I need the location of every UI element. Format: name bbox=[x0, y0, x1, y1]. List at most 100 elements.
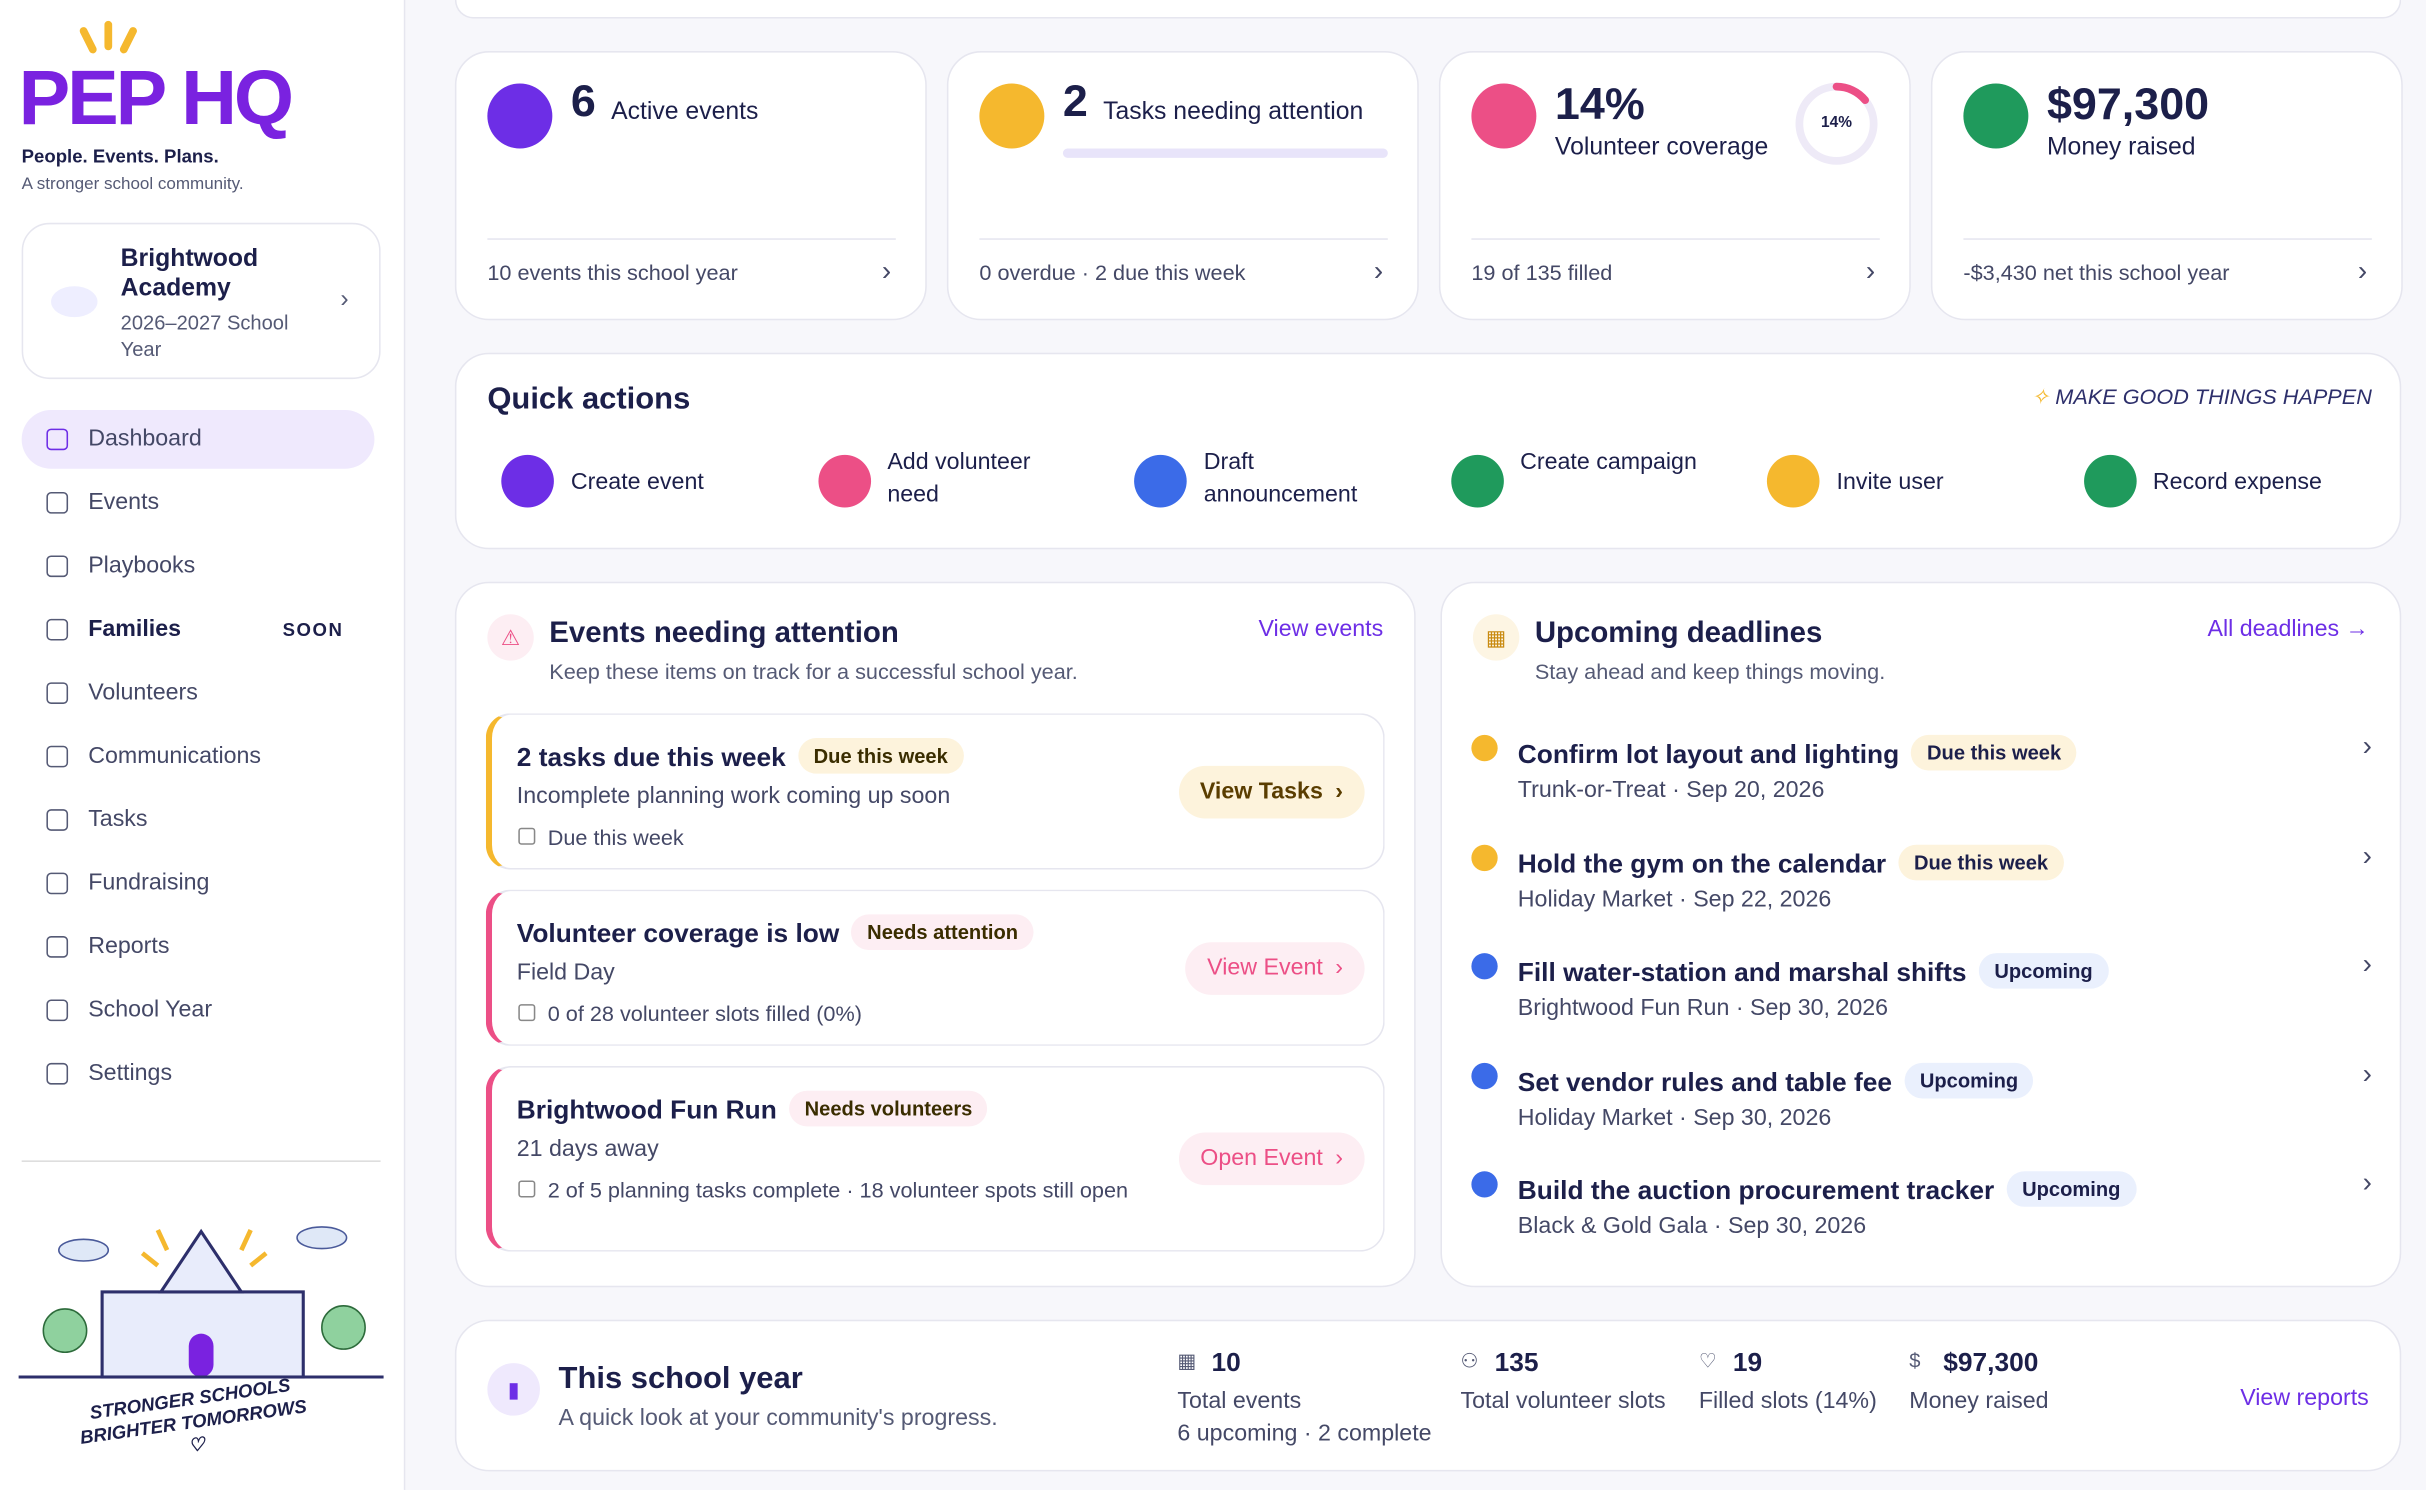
nav-item[interactable]: Dashboard bbox=[21, 410, 375, 469]
nav-item[interactable]: Families SOON bbox=[22, 600, 375, 659]
quick-action[interactable]: Draft announcement bbox=[1134, 449, 1428, 515]
quick-action[interactable]: Create campaign bbox=[1450, 449, 1744, 515]
stat-value: $97,300 bbox=[2046, 80, 2210, 130]
deadline-item[interactable]: Fill water-station and marshal shifts Upc… bbox=[1471, 948, 2372, 1041]
nav-icon bbox=[46, 809, 69, 831]
nav-label: Families bbox=[88, 615, 182, 643]
subtitle: A stronger school community. bbox=[21, 174, 244, 194]
divider bbox=[1471, 238, 1880, 240]
deadline-badge: Upcoming bbox=[2006, 1171, 2136, 1207]
quick-action[interactable]: Record expense bbox=[2083, 453, 2377, 515]
action-label[interactable]: Create campaign bbox=[1520, 448, 1697, 475]
deadline-item[interactable]: Hold the gym on the calendar Due this wee… bbox=[1471, 839, 2372, 932]
deadline-item[interactable]: Confirm lot layout and lighting Due this … bbox=[1471, 730, 2372, 823]
action-icon[interactable] bbox=[1766, 454, 1820, 508]
button-chevron[interactable]: › bbox=[1335, 953, 1343, 981]
nav-label: Tasks bbox=[88, 806, 148, 833]
nav-item[interactable]: Events bbox=[22, 473, 375, 532]
action-label[interactable]: Record expense bbox=[2152, 468, 2322, 496]
chevron: › bbox=[340, 286, 349, 313]
deadline-badge: Upcoming bbox=[1904, 1062, 2034, 1098]
deadline-title: Confirm lot layout and lighting Due this … bbox=[1518, 734, 2077, 771]
deadline-title: Fill water-station and marshal shifts Upc… bbox=[1518, 953, 2109, 989]
ring-arc bbox=[1795, 82, 1878, 165]
nav-badge: SOON bbox=[282, 618, 344, 641]
chevron: › bbox=[2362, 1166, 2372, 1198]
item-badge: Due this week bbox=[798, 738, 964, 774]
nav-item[interactable]: Tasks bbox=[22, 791, 375, 850]
tagline: People. Events. Plans. bbox=[21, 145, 219, 168]
view-reports-link[interactable]: View reports bbox=[2240, 1384, 2369, 1412]
stat-card: 2 Tasks needing attention 0 overdue · 2 du… bbox=[946, 51, 1419, 321]
nav-item[interactable]: Communications bbox=[22, 727, 375, 786]
deadline-item[interactable]: Set vendor rules and table fee Upcoming Ho… bbox=[1471, 1058, 2372, 1151]
status-dot bbox=[1471, 734, 1498, 762]
deadline-item[interactable]: Build the auction procurement tracker Upc… bbox=[1471, 1166, 2372, 1260]
attention-card: ⚠ Events needing attention Keep these it… bbox=[454, 581, 1416, 1288]
status-dot bbox=[1471, 1062, 1498, 1089]
item-button[interactable]: View Tasks › bbox=[1178, 765, 1365, 818]
nav-item[interactable]: Playbooks bbox=[22, 537, 375, 596]
button-chevron[interactable]: › bbox=[1335, 777, 1343, 804]
action-label[interactable]: Invite user bbox=[1836, 468, 1944, 496]
year-stat-value: 135 bbox=[1494, 1347, 1539, 1378]
action-icon[interactable] bbox=[501, 454, 554, 508]
action-icon[interactable] bbox=[2083, 454, 2136, 508]
nav-item[interactable]: Fundraising bbox=[22, 854, 375, 913]
chevron: › bbox=[2357, 255, 2368, 287]
stat-label: Active events bbox=[611, 99, 759, 126]
nav-label: Playbooks bbox=[88, 552, 196, 579]
item-button[interactable]: Open Event › bbox=[1178, 1132, 1365, 1186]
stat-icon bbox=[979, 83, 1045, 149]
nav-icon bbox=[46, 936, 69, 958]
nav-icon bbox=[46, 428, 69, 451]
nav-item[interactable]: Volunteers bbox=[22, 664, 375, 723]
button-chevron[interactable]: › bbox=[1335, 1144, 1343, 1172]
all-deadlines-link[interactable]: All deadlines → bbox=[2207, 615, 2369, 643]
section-subtitle: Keep these items on track for a successf… bbox=[549, 659, 1078, 684]
item-desc: 21 days away bbox=[516, 1135, 659, 1162]
item-desc: Incomplete planning work coming up soon bbox=[516, 782, 951, 810]
view-events-link[interactable]: View events bbox=[1258, 615, 1384, 643]
quick-action[interactable]: Add volunteer need bbox=[817, 449, 1112, 515]
stat-icon: ⚇ bbox=[1460, 1349, 1479, 1373]
nav-icon bbox=[46, 682, 69, 704]
meta-icon bbox=[518, 1180, 536, 1198]
quick-action[interactable]: Create event bbox=[501, 453, 795, 515]
nav-item[interactable]: Settings bbox=[22, 1044, 375, 1103]
action-icon[interactable] bbox=[817, 454, 871, 508]
stat-footer: 10 events this school year bbox=[487, 259, 738, 285]
status-dot bbox=[1471, 953, 1498, 980]
warning-icon: ⚠ bbox=[487, 614, 534, 661]
item-button[interactable]: View Event › bbox=[1185, 941, 1365, 995]
chevron: › bbox=[2362, 948, 2372, 980]
button-label[interactable]: View Tasks bbox=[1199, 777, 1323, 804]
nav-item[interactable]: Reports bbox=[22, 917, 375, 976]
nav-label: Communications bbox=[88, 742, 262, 769]
quick-action[interactable]: Invite user bbox=[1766, 453, 2061, 515]
ring-label: 14% bbox=[1821, 114, 1852, 132]
school-switcher[interactable]: Brightwood Academy 2026–2027 School Year… bbox=[21, 222, 381, 380]
nav-label: Dashboard bbox=[88, 425, 202, 452]
action-icon[interactable] bbox=[1134, 454, 1187, 508]
stat-card: 14% Volunteer coverage 14% 19 of 135 filled… bbox=[1438, 51, 1911, 321]
button-label[interactable]: Open Event bbox=[1200, 1144, 1323, 1172]
year-stat-label: Total volunteer slots bbox=[1460, 1387, 1666, 1415]
quick-actions: Quick actions ✧ MAKE GOOD THINGS HAPPEN … bbox=[454, 352, 2402, 550]
button-label[interactable]: View Event bbox=[1207, 953, 1323, 981]
action-icon[interactable] bbox=[1450, 454, 1504, 508]
attention-item: Brightwood Fun Run Needs volunteers 21 day… bbox=[485, 1066, 1385, 1252]
year-stat-label: Money raised bbox=[1909, 1387, 2049, 1415]
action-label[interactable]: Draft announcement bbox=[1203, 448, 1358, 508]
action-label[interactable]: Add volunteer need bbox=[887, 448, 1031, 508]
chevron: › bbox=[881, 255, 892, 287]
nav-icon bbox=[46, 555, 69, 578]
deadline-badge: Upcoming bbox=[1978, 953, 2109, 989]
nav-item[interactable]: School Year bbox=[22, 981, 375, 1040]
nav-icon bbox=[46, 618, 69, 641]
stat-footer: 19 of 135 filled bbox=[1471, 259, 1613, 285]
action-label[interactable]: Create event bbox=[570, 468, 704, 496]
section-title: Quick actions bbox=[487, 382, 691, 417]
item-desc: Field Day bbox=[516, 959, 615, 986]
nav-label: Settings bbox=[88, 1059, 173, 1087]
